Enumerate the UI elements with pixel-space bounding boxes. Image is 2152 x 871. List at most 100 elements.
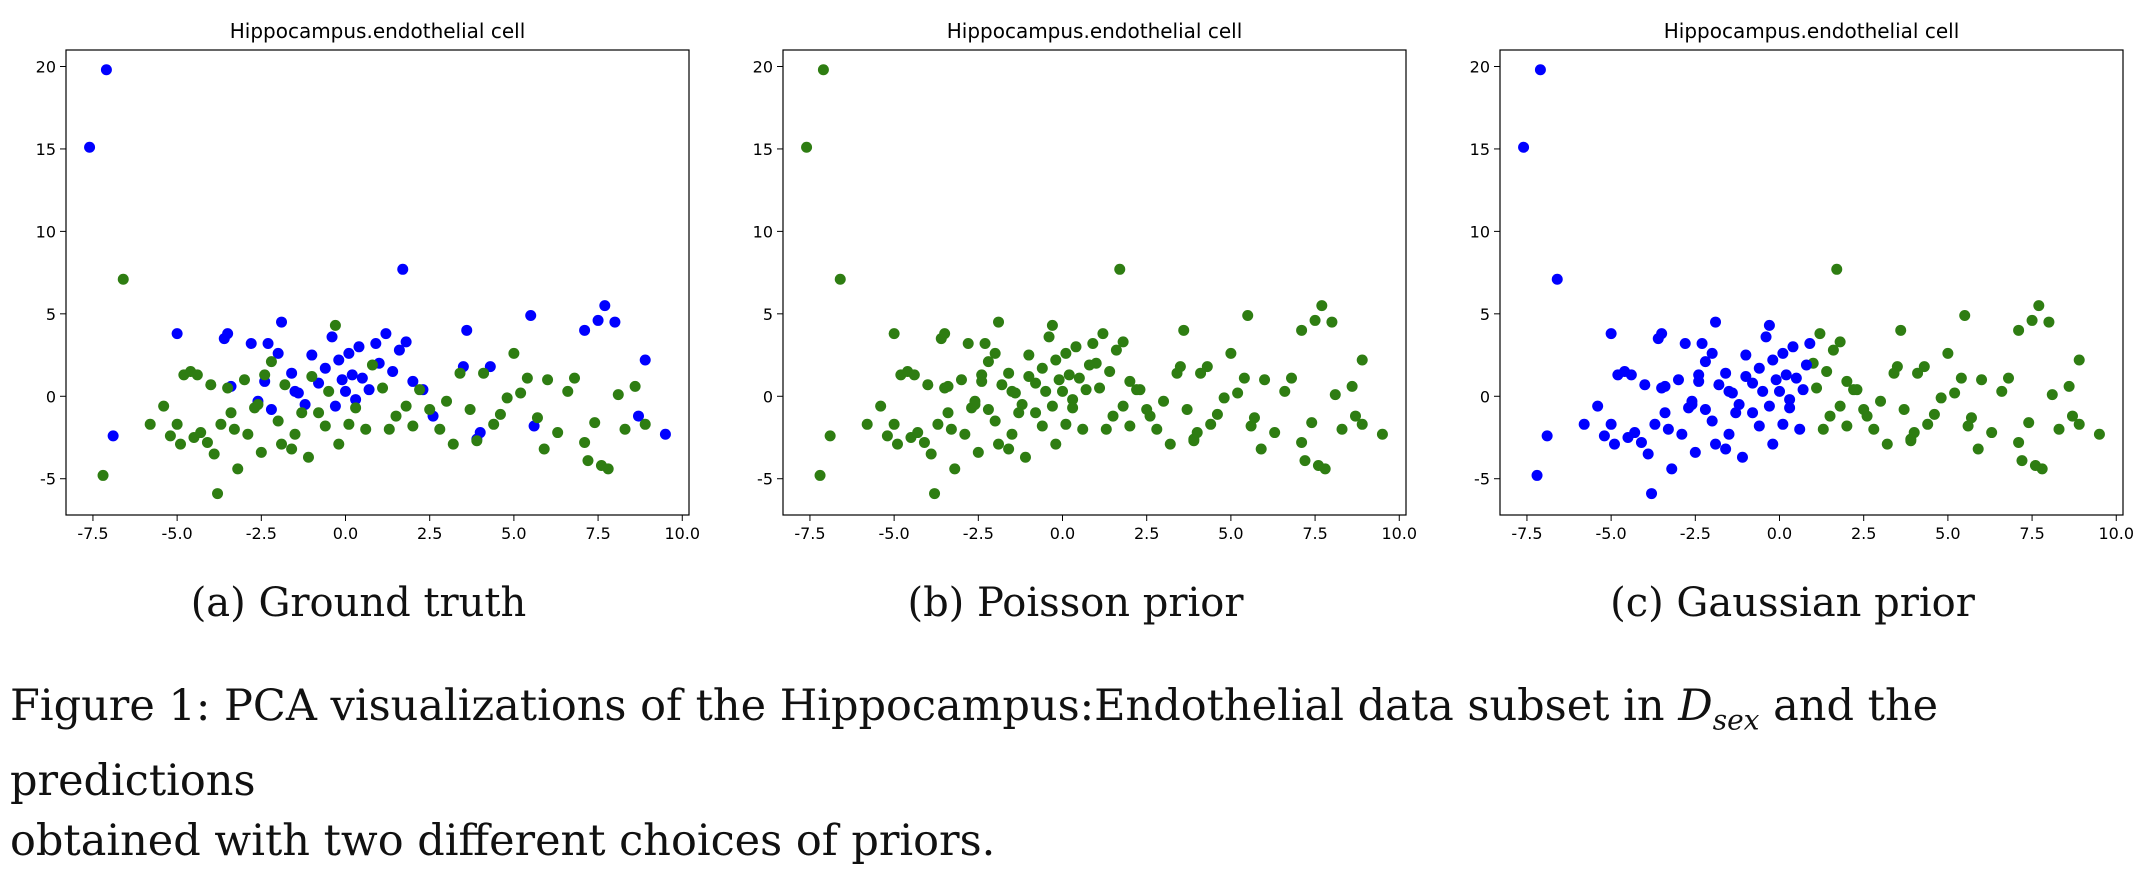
- x-tick-label: 7.5: [2019, 524, 2044, 543]
- data-point: [629, 380, 641, 392]
- data-point: [602, 463, 614, 475]
- data-point: [525, 309, 537, 321]
- data-point: [1747, 377, 1759, 389]
- data-point: [1868, 423, 1880, 435]
- data-point: [1955, 372, 1967, 384]
- data-point: [2093, 428, 2105, 440]
- data-point: [959, 428, 971, 440]
- data-point: [319, 420, 331, 432]
- data-point: [501, 392, 513, 404]
- data-point: [1531, 469, 1543, 481]
- data-point: [1040, 385, 1052, 397]
- data-point: [1050, 354, 1062, 366]
- data-point: [1817, 423, 1829, 435]
- data-point: [1541, 430, 1553, 442]
- data-point: [612, 389, 624, 401]
- y-tick-label: 0: [763, 387, 773, 406]
- data-point: [1376, 428, 1388, 440]
- data-point: [228, 423, 240, 435]
- data-point: [817, 64, 829, 76]
- data-point: [262, 338, 274, 350]
- x-tick-label: 5.0: [1218, 524, 1243, 543]
- data-point: [1686, 399, 1698, 411]
- data-point: [380, 328, 392, 340]
- data-point: [1679, 338, 1691, 350]
- data-point: [569, 372, 581, 384]
- data-point: [1073, 372, 1085, 384]
- data-point: [552, 427, 564, 439]
- data-point: [1006, 385, 1018, 397]
- data-point: [1763, 319, 1775, 331]
- data-point: [1770, 374, 1782, 386]
- data-point: [191, 369, 203, 381]
- data-point: [360, 423, 372, 435]
- data-point: [1046, 400, 1058, 412]
- data-point: [1151, 423, 1163, 435]
- y-tick-label: 10: [1470, 222, 1490, 241]
- data-point: [313, 407, 325, 419]
- data-point: [117, 273, 129, 285]
- data-point: [484, 361, 496, 373]
- data-point: [1016, 399, 1028, 411]
- data-point: [302, 451, 314, 463]
- data-point: [508, 347, 520, 359]
- data-point: [993, 438, 1005, 450]
- data-point: [1006, 428, 1018, 440]
- x-tick-label: -7.5: [794, 524, 825, 543]
- data-point: [989, 415, 1001, 427]
- data-point: [1030, 377, 1042, 389]
- plot-frame: [1499, 49, 2124, 516]
- y-tick-label: 20: [36, 57, 56, 76]
- caption-prefix: Figure 1: PCA visualizations of the Hipp…: [10, 681, 1679, 731]
- data-point: [377, 382, 389, 394]
- data-point: [1774, 385, 1786, 397]
- data-point: [454, 367, 466, 379]
- data-point: [1827, 344, 1839, 356]
- data-point: [1689, 446, 1701, 458]
- data-point: [1057, 385, 1069, 397]
- data-point: [424, 403, 436, 415]
- y-tick-label: 0: [46, 387, 56, 406]
- data-point: [326, 331, 338, 343]
- data-point: [1218, 392, 1230, 404]
- data-point: [1238, 372, 1250, 384]
- data-point: [1888, 367, 1900, 379]
- subcaption-a: (a) Ground truth: [190, 580, 527, 626]
- data-point: [407, 420, 419, 432]
- data-point: [238, 374, 250, 386]
- data-point: [2043, 316, 2055, 328]
- x-tick-label: 2.5: [1134, 524, 1159, 543]
- x-tick-label: -2.5: [246, 524, 277, 543]
- data-point: [824, 430, 836, 442]
- data-point: [343, 418, 355, 430]
- data-point: [1117, 400, 1129, 412]
- data-point: [340, 385, 352, 397]
- data-point: [400, 400, 412, 412]
- data-point: [1592, 400, 1604, 412]
- data-point: [1046, 319, 1058, 331]
- data-point: [299, 399, 311, 411]
- x-tick-label: -7.5: [1511, 524, 1542, 543]
- data-point: [632, 410, 644, 422]
- data-point: [939, 328, 951, 340]
- data-point: [1753, 362, 1765, 374]
- data-point: [2003, 372, 2015, 384]
- x-tick-label: -5.0: [162, 524, 193, 543]
- data-point: [1164, 438, 1176, 450]
- data-point: [1659, 407, 1671, 419]
- data-point: [942, 407, 954, 419]
- data-point: [1713, 379, 1725, 391]
- data-point: [1767, 354, 1779, 366]
- data-point: [1131, 384, 1143, 396]
- y-tick-label: 20: [753, 57, 773, 76]
- x-tick-label: 7.5: [585, 524, 610, 543]
- data-point: [1723, 385, 1735, 397]
- y-tick-label: 15: [1470, 140, 1490, 159]
- data-point: [2026, 314, 2038, 326]
- data-point: [1699, 403, 1711, 415]
- data-point: [918, 436, 930, 448]
- data-point: [929, 488, 941, 500]
- data-point: [195, 427, 207, 439]
- x-tick-label: 0.0: [1050, 524, 1075, 543]
- data-point: [164, 430, 176, 442]
